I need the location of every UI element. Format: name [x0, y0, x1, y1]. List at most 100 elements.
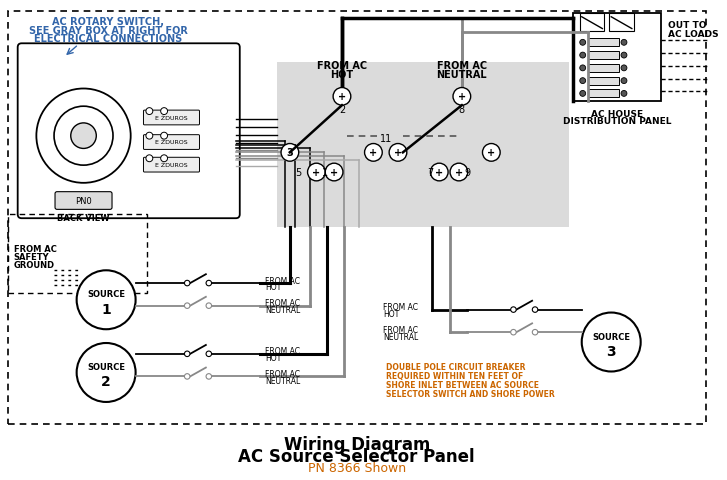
Text: +: + — [455, 168, 463, 178]
Bar — [587, 78, 619, 85]
Circle shape — [532, 330, 538, 335]
Circle shape — [206, 351, 212, 357]
Circle shape — [579, 53, 586, 59]
Text: FROM AC: FROM AC — [265, 299, 300, 308]
Circle shape — [483, 144, 500, 162]
Text: +: + — [369, 148, 377, 158]
Text: 2: 2 — [339, 105, 345, 115]
Text: NEUTRAL: NEUTRAL — [436, 70, 487, 80]
Text: FROM AC: FROM AC — [437, 61, 487, 71]
Text: BACK VIEW: BACK VIEW — [57, 213, 110, 222]
Circle shape — [579, 66, 586, 72]
Text: SHORE INLET BETWEEN AC SOURCE: SHORE INLET BETWEEN AC SOURCE — [386, 380, 539, 389]
Circle shape — [389, 144, 407, 162]
Circle shape — [621, 66, 627, 72]
Text: +: + — [313, 168, 321, 178]
Text: FROM AC: FROM AC — [383, 302, 418, 312]
Text: 1: 1 — [322, 168, 329, 178]
Text: FROM AC: FROM AC — [383, 325, 418, 334]
Text: +: + — [487, 148, 495, 158]
Text: +: + — [394, 148, 402, 158]
Circle shape — [161, 156, 167, 162]
Circle shape — [161, 133, 167, 140]
Text: FROM AC: FROM AC — [14, 245, 57, 253]
Text: SEE GRAY BOX AT RIGHT FOR: SEE GRAY BOX AT RIGHT FOR — [28, 25, 188, 36]
FancyBboxPatch shape — [143, 158, 199, 173]
Text: 8: 8 — [459, 105, 465, 115]
Text: DISTRIBUTION PANEL: DISTRIBUTION PANEL — [563, 117, 671, 126]
Text: 5: 5 — [296, 168, 302, 178]
Text: 7: 7 — [427, 168, 433, 178]
Text: FROM AC: FROM AC — [265, 276, 300, 285]
Circle shape — [450, 164, 467, 181]
Text: PN0: PN0 — [75, 197, 92, 205]
Text: +: + — [338, 92, 346, 102]
Text: SOURCE: SOURCE — [87, 362, 125, 372]
FancyBboxPatch shape — [143, 111, 199, 126]
Text: HOT: HOT — [265, 353, 281, 362]
Text: E ŹDUROS: E ŹDUROS — [155, 162, 188, 168]
Circle shape — [185, 281, 190, 286]
Circle shape — [161, 108, 167, 115]
Circle shape — [621, 53, 627, 59]
Text: OUT TO: OUT TO — [668, 21, 707, 30]
Text: REQUIRED WITHIN TEN FEET OF: REQUIRED WITHIN TEN FEET OF — [386, 371, 523, 380]
Bar — [8, 215, 148, 293]
Text: FROM AC: FROM AC — [317, 61, 367, 71]
Bar — [579, 14, 604, 32]
Text: 3: 3 — [286, 148, 293, 158]
Circle shape — [71, 124, 96, 149]
Circle shape — [579, 91, 586, 97]
Text: SAFETY: SAFETY — [14, 252, 49, 262]
Circle shape — [206, 374, 212, 379]
Circle shape — [54, 107, 113, 166]
Text: PN 8366 Shown: PN 8366 Shown — [308, 461, 406, 474]
Text: FROM AC: FROM AC — [265, 369, 300, 378]
Text: GROUND: GROUND — [14, 260, 55, 269]
Bar — [609, 14, 634, 32]
Circle shape — [76, 271, 136, 330]
Text: 9: 9 — [465, 168, 471, 178]
Bar — [8, 12, 705, 424]
Text: NEUTRAL: NEUTRAL — [383, 332, 419, 341]
Text: FROM AC: FROM AC — [265, 347, 300, 356]
Circle shape — [510, 330, 516, 335]
Text: +: + — [435, 168, 443, 178]
Circle shape — [532, 307, 538, 312]
Text: ELECTRICAL CONNECTIONS: ELECTRICAL CONNECTIONS — [34, 34, 182, 44]
Text: AC HOUSE: AC HOUSE — [591, 109, 643, 118]
Text: DOUBLE POLE CIRCUIT BREAKER: DOUBLE POLE CIRCUIT BREAKER — [386, 362, 526, 372]
Bar — [573, 14, 662, 102]
Text: E ŹDUROS: E ŹDUROS — [155, 115, 188, 120]
Circle shape — [146, 156, 153, 162]
FancyBboxPatch shape — [17, 44, 240, 219]
Circle shape — [582, 313, 640, 372]
FancyBboxPatch shape — [143, 135, 199, 150]
Circle shape — [185, 303, 190, 309]
Circle shape — [510, 307, 516, 312]
Circle shape — [146, 108, 153, 115]
Circle shape — [621, 79, 627, 84]
Circle shape — [621, 40, 627, 46]
Text: AC Source Selector Panel: AC Source Selector Panel — [238, 447, 475, 465]
Text: SELECTOR SWITCH AND SHORE POWER: SELECTOR SWITCH AND SHORE POWER — [386, 389, 555, 398]
Circle shape — [76, 343, 136, 402]
Circle shape — [146, 133, 153, 140]
Bar — [587, 52, 619, 60]
Text: SOURCE: SOURCE — [593, 332, 630, 341]
Circle shape — [185, 351, 190, 357]
Bar — [277, 63, 569, 228]
Text: +: + — [330, 168, 338, 178]
Circle shape — [36, 89, 131, 183]
Bar — [587, 39, 619, 47]
Bar — [587, 90, 619, 98]
Text: E ŹDUROS: E ŹDUROS — [155, 140, 188, 145]
Text: Wiring Diagram: Wiring Diagram — [284, 435, 430, 453]
Text: HOT: HOT — [265, 283, 281, 292]
Circle shape — [281, 144, 299, 162]
Circle shape — [325, 164, 343, 181]
Text: 2: 2 — [101, 374, 111, 388]
Circle shape — [206, 281, 212, 286]
Text: 11: 11 — [380, 133, 393, 144]
Circle shape — [430, 164, 448, 181]
